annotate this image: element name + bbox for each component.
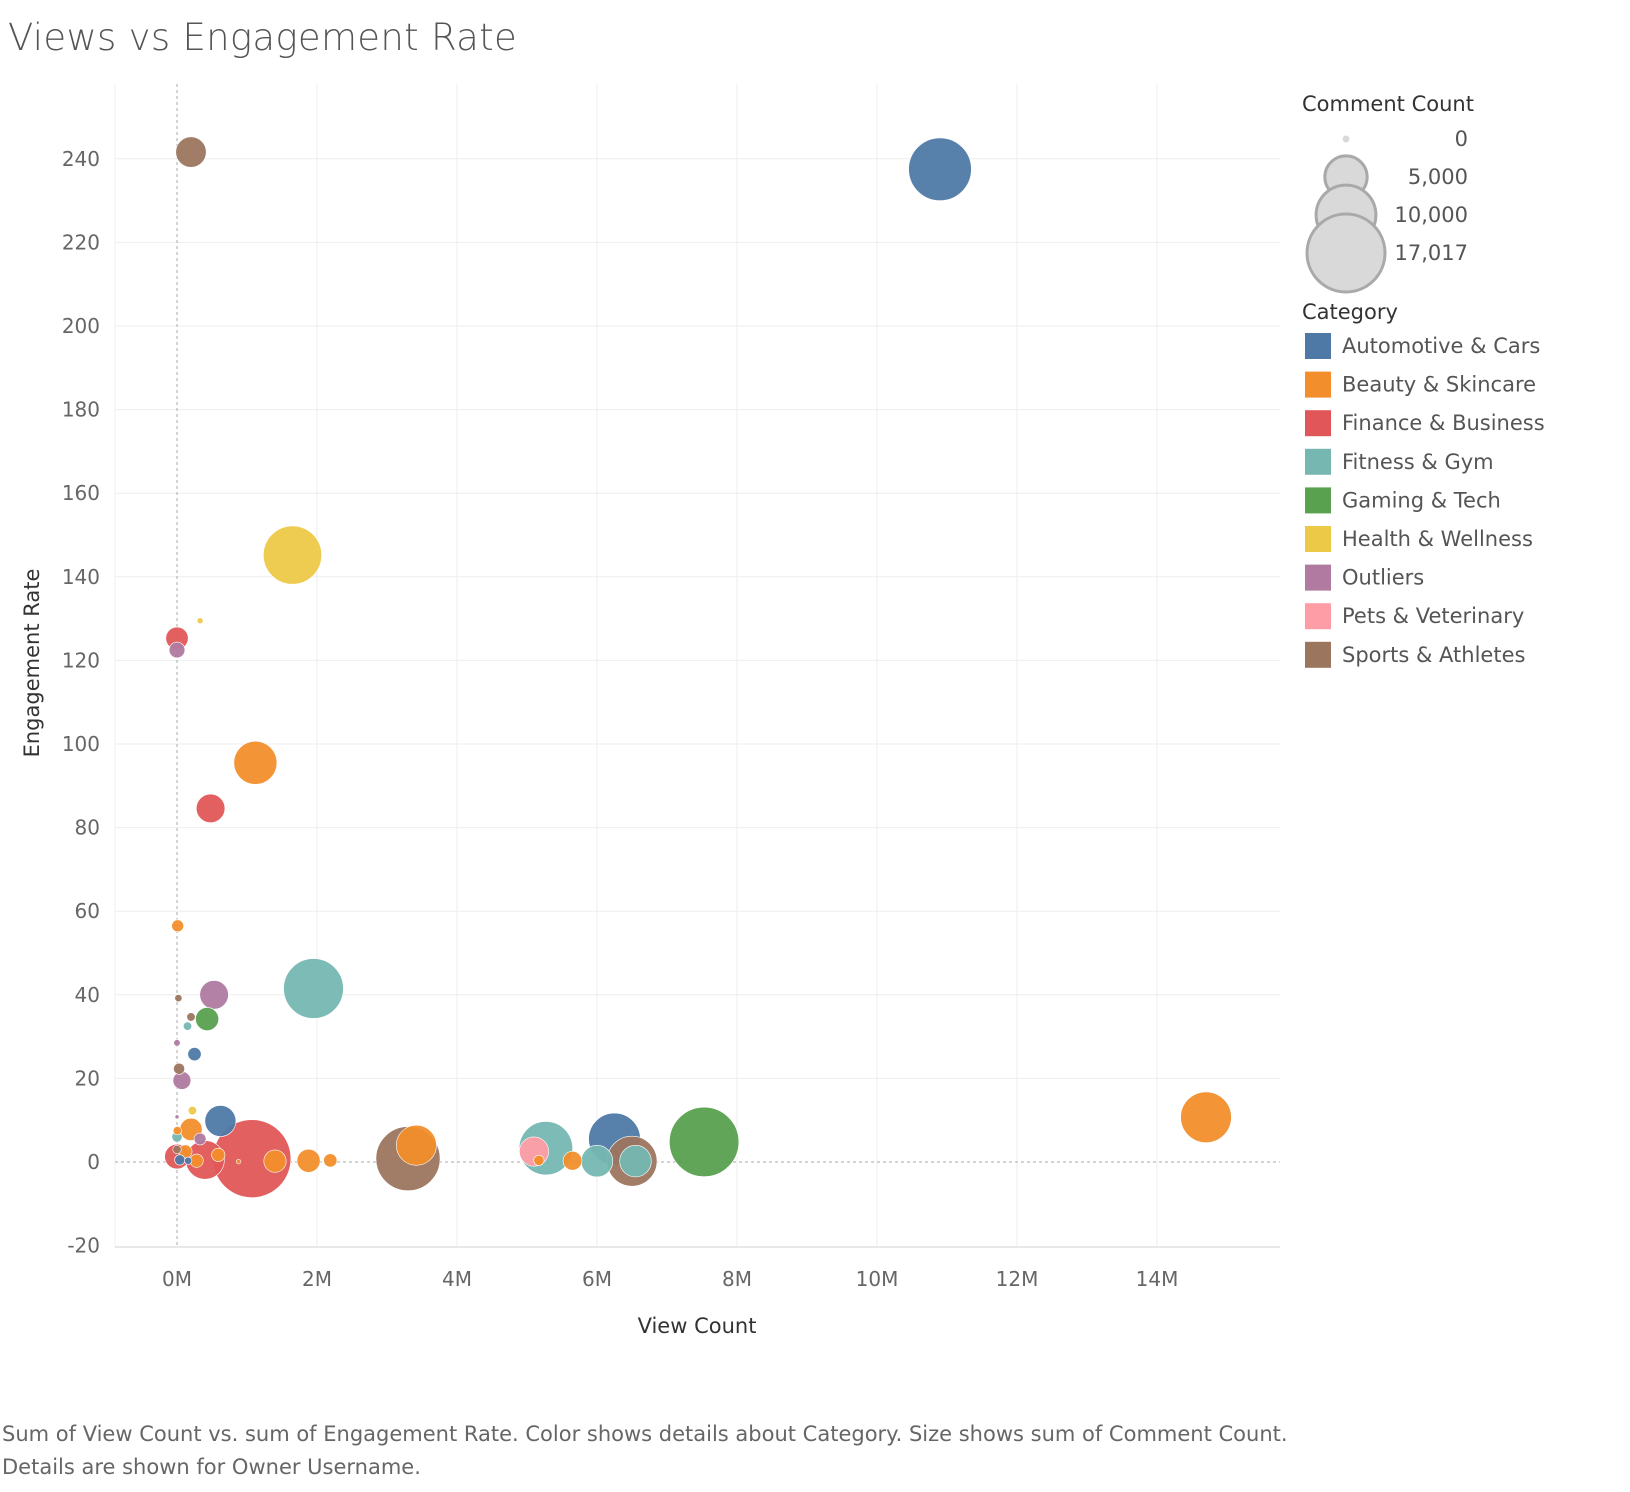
y-tick-label: 60 xyxy=(75,899,100,923)
data-point xyxy=(263,525,322,585)
data-point xyxy=(396,1124,437,1166)
data-point xyxy=(174,1114,180,1120)
color-legend-label: Fitness & Gym xyxy=(1342,450,1494,474)
y-tick-label: 100 xyxy=(62,732,100,756)
y-tick-label: 140 xyxy=(62,565,100,589)
color-legend-swatch xyxy=(1305,333,1331,359)
color-legend-swatch xyxy=(1305,487,1331,514)
data-point xyxy=(562,1150,583,1171)
grid-layer xyxy=(114,84,1280,1248)
data-point xyxy=(172,1071,192,1090)
color-legend-title: Category xyxy=(1302,300,1398,324)
data-point xyxy=(187,1106,197,1116)
data-point xyxy=(174,1154,186,1166)
data-point xyxy=(283,958,344,1019)
data-point xyxy=(187,1047,202,1062)
data-point xyxy=(323,1153,338,1168)
x-tick-label: 0M xyxy=(162,1267,192,1291)
data-point xyxy=(619,1145,652,1178)
size-legend-title: Comment Count xyxy=(1302,92,1474,116)
data-point xyxy=(204,1105,237,1137)
y-tick-label: 240 xyxy=(62,147,100,171)
size-legend-label: 0 xyxy=(1455,127,1468,151)
size-legend-label: 10,000 xyxy=(1395,203,1468,227)
data-point xyxy=(172,1144,182,1154)
data-point xyxy=(171,919,184,933)
data-point xyxy=(669,1106,740,1177)
data-point xyxy=(533,1154,545,1166)
x-tick-label: 10M xyxy=(856,1267,899,1291)
color-legend-label: Pets & Veterinary xyxy=(1342,604,1524,628)
data-point xyxy=(184,1156,193,1165)
color-legend-swatch xyxy=(1305,371,1331,398)
color-legend-label: Beauty & Skincare xyxy=(1342,373,1536,397)
x-tick-label: 12M xyxy=(996,1267,1039,1291)
data-point xyxy=(908,137,972,201)
y-axis-title: Engagement Rate xyxy=(20,569,44,758)
color-legend-swatch xyxy=(1305,603,1331,630)
data-point xyxy=(195,793,226,824)
chart-title: Views vs Engagement Rate xyxy=(8,16,518,59)
y-tick-label: 120 xyxy=(62,648,100,672)
axes-layer: 0M 2M 4M 6M 8M 10M 12M 14M -20 0 20 40 60 80 100 120 140… xyxy=(20,147,1178,1338)
x-tick-label: 6M xyxy=(582,1267,612,1291)
data-point xyxy=(182,1021,193,1031)
x-tick-label: 2M xyxy=(302,1267,332,1291)
x-tick-label: 8M xyxy=(722,1267,752,1291)
data-point xyxy=(195,1007,219,1031)
size-legend-swatch xyxy=(1342,135,1350,143)
y-tick-label: 20 xyxy=(75,1066,100,1090)
data-point xyxy=(263,1149,287,1173)
y-tick-label: 160 xyxy=(62,481,100,505)
chart-caption: Sum of View Count vs. sum of Engagement … xyxy=(2,1422,1288,1479)
color-legend-label: Sports & Athletes xyxy=(1342,643,1525,667)
data-point xyxy=(1180,1091,1232,1143)
size-legend-label: 5,000 xyxy=(1408,165,1468,189)
color-legend-swatch xyxy=(1305,410,1331,437)
data-point xyxy=(233,740,278,785)
x-axis-title: View Count xyxy=(638,1314,757,1338)
x-tick-label: 4M xyxy=(442,1267,472,1291)
color-legend-label: Finance & Business xyxy=(1342,411,1545,435)
data-point xyxy=(186,1012,196,1022)
data-point xyxy=(168,641,186,659)
y-tick-label: 220 xyxy=(62,230,100,254)
legend-layer: Comment Count 0 5,000 10,000 17,017 Category A… xyxy=(1302,92,1545,668)
color-legend-label: Outliers xyxy=(1342,566,1424,590)
y-tick-label: 80 xyxy=(75,816,100,840)
y-tick-label: 40 xyxy=(75,983,100,1007)
size-legend-label: 17,017 xyxy=(1395,241,1468,265)
data-point xyxy=(196,617,204,624)
data-point xyxy=(173,1039,181,1047)
data-point xyxy=(173,1062,185,1075)
color-legend-label: Automotive & Cars xyxy=(1342,334,1540,358)
y-tick-label: 0 xyxy=(87,1150,100,1174)
y-tick-label: -20 xyxy=(67,1234,100,1258)
points-layer xyxy=(164,136,1232,1198)
data-point xyxy=(199,980,229,1010)
data-point xyxy=(193,1132,207,1146)
data-point xyxy=(211,1147,226,1162)
color-legend-swatch xyxy=(1305,526,1331,552)
data-point xyxy=(172,1126,182,1136)
data-point xyxy=(174,994,183,1003)
data-point xyxy=(175,136,207,168)
color-legend-swatch xyxy=(1305,641,1331,668)
data-point xyxy=(580,1145,614,1178)
data-point xyxy=(296,1148,321,1173)
x-tick-label: 14M xyxy=(1136,1267,1179,1291)
data-point xyxy=(235,1158,242,1165)
size-legend-swatch xyxy=(1305,212,1387,294)
color-legend-swatch xyxy=(1305,564,1331,591)
y-tick-label: 180 xyxy=(62,398,100,422)
color-legend-swatch xyxy=(1305,448,1331,475)
color-legend-label: Health & Wellness xyxy=(1342,527,1533,551)
y-tick-label: 200 xyxy=(62,314,100,338)
color-legend-label: Gaming & Tech xyxy=(1342,488,1501,512)
